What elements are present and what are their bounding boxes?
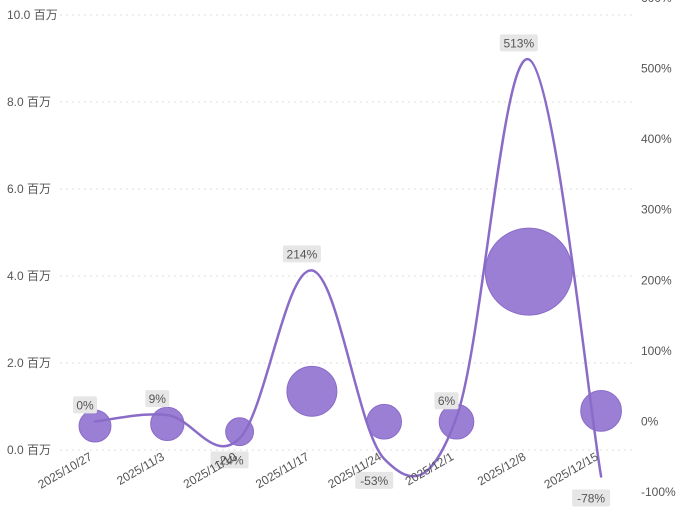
left-axis: 0.0 百万 2.0 百万 4.0 百万 6.0 百万 8.0 百万 10.0 百万: [7, 8, 58, 457]
data-label-text: 513%: [503, 36, 534, 50]
data-label-1: 9%: [145, 390, 170, 408]
left-tick-label: 0.0 百万: [7, 443, 51, 457]
right-tick-label: 600%: [641, 0, 672, 5]
x-tick-label: 2025/11/10: [181, 449, 240, 491]
right-axis: -100% 0% 100% 200% 300% 400% 500% 600%: [641, 0, 676, 499]
right-tick-label: 300%: [641, 203, 672, 217]
left-tick-label: 4.0 百万: [7, 269, 51, 283]
bubble-3: [286, 365, 338, 417]
left-tick-label: 10.0 百万: [7, 8, 58, 22]
data-label-bg: [499, 34, 538, 52]
data-label-bg: [572, 489, 611, 507]
right-tick-label: 0%: [641, 414, 659, 428]
right-tick-label: 100%: [641, 344, 672, 358]
data-label-3: 214%: [282, 245, 321, 263]
line-series: [93, 58, 603, 478]
left-tick-label: 8.0 百万: [7, 95, 51, 109]
bubble-1: [150, 406, 185, 442]
percent-change-line: [93, 58, 603, 478]
data-label-2: -24%: [210, 451, 249, 469]
left-tick-label: 2.0 百万: [7, 356, 51, 370]
data-label-bg: [355, 471, 394, 489]
right-tick-label: -100%: [641, 485, 676, 499]
data-label-text: -53%: [360, 474, 388, 488]
data-label-text: 0%: [76, 398, 94, 412]
right-tick-label: 200%: [641, 273, 672, 287]
x-tick-label: 2025/12/8: [475, 449, 529, 488]
data-label-4: -53%: [355, 471, 394, 489]
data-label-7: -78%: [572, 489, 611, 507]
bubble-2: [225, 417, 255, 447]
x-tick-label: 2025/12/15: [542, 449, 601, 491]
data-label-text: 9%: [149, 392, 167, 406]
data-label-6: 513%: [499, 34, 538, 52]
right-tick-label: 400%: [641, 132, 672, 146]
data-label-bg: [73, 396, 97, 414]
left-tick-label: 6.0 百万: [7, 182, 51, 196]
data-labels: 0% 9% -24% 214% -53% 6% 513% -78%: [73, 34, 611, 507]
data-label-bg: [210, 451, 249, 469]
data-label-bg: [282, 245, 321, 263]
bubble-5: [438, 403, 475, 440]
x-tick-label: 2025/12/1: [403, 449, 457, 488]
data-label-bg: [434, 392, 459, 410]
data-label-text: 6%: [438, 394, 456, 408]
x-tick-label: 2025/11/17: [253, 449, 312, 491]
data-label-bg: [145, 390, 170, 408]
x-tick-label: 2025/11/3: [114, 449, 167, 488]
data-label-text: 214%: [287, 247, 318, 261]
bubble-series: [78, 227, 622, 447]
data-label-text: -24%: [216, 453, 244, 467]
bubble-0: [78, 409, 112, 443]
data-label-5: 6%: [434, 392, 459, 410]
bubble-7: [580, 389, 622, 432]
right-tick-label: 500%: [641, 62, 672, 76]
bubble-6: [484, 227, 573, 316]
x-axis: 2025/10/27 2025/11/3 2025/11/10 2025/11/17 2…: [35, 449, 600, 491]
data-label-text: -78%: [577, 491, 605, 505]
data-label-0: 0%: [73, 396, 97, 414]
